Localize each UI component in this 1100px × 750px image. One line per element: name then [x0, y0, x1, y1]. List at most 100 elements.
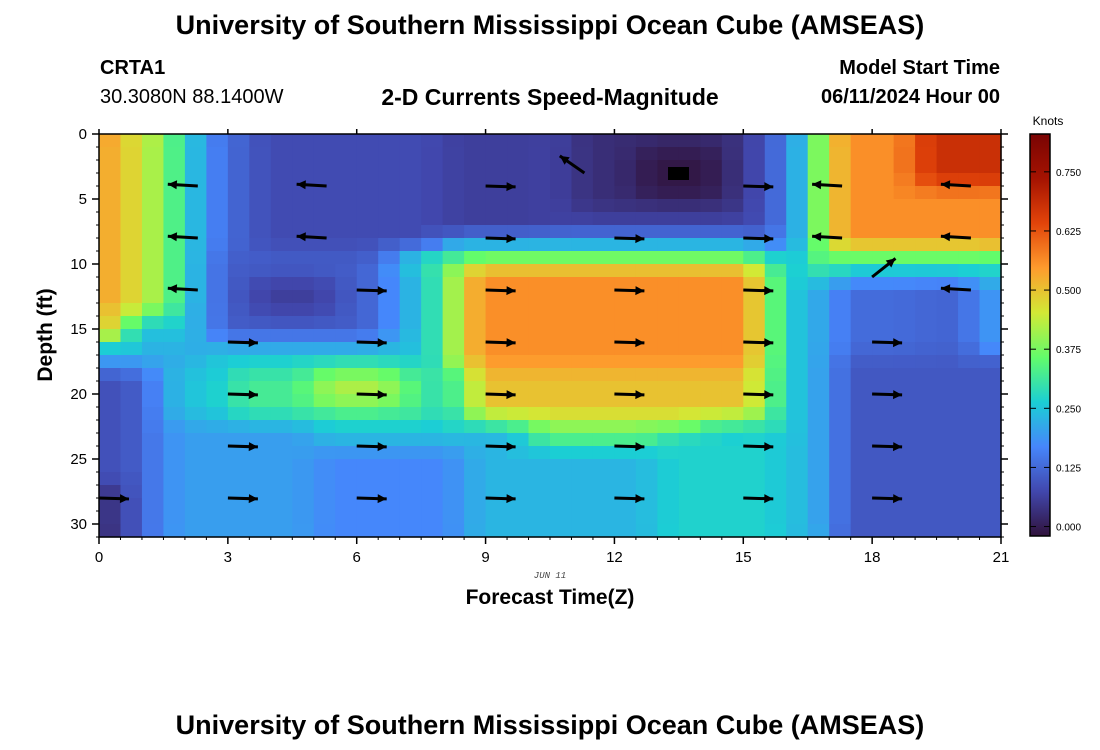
heatmap-cell	[550, 433, 573, 447]
heatmap-cell	[141, 420, 165, 434]
heatmap-cell	[249, 355, 272, 369]
heatmap-cell	[550, 212, 573, 226]
arrow-head	[635, 338, 645, 348]
arrow-head	[377, 494, 387, 504]
colorbar-ticks: 0.000 0.125 0.250 0.375 0.500 0.625 0.750	[1030, 168, 1081, 534]
heatmap-cell	[528, 225, 551, 239]
arrow-head	[940, 232, 951, 242]
heatmap-cell	[141, 316, 165, 330]
heatmap-cell	[464, 355, 487, 369]
heatmap-cell	[743, 446, 766, 460]
current-arrow	[871, 257, 897, 279]
heatmap-cell	[721, 290, 744, 304]
heatmap-cell	[163, 134, 186, 148]
heatmap-cell	[507, 199, 530, 213]
heatmap-cell	[313, 238, 336, 252]
heatmap-cell	[678, 498, 701, 512]
heatmap-cell	[678, 355, 701, 369]
heatmap-cell	[764, 394, 787, 408]
heatmap-cell	[614, 407, 637, 421]
heatmap-cell	[421, 316, 444, 330]
heatmap-cell	[528, 524, 551, 538]
heatmap-cell	[464, 329, 487, 343]
heatmap-cell	[979, 485, 1002, 499]
heatmap-cell	[227, 368, 250, 382]
heatmap-cell	[399, 212, 422, 226]
heatmap-cell	[958, 420, 981, 434]
heatmap-cell	[829, 524, 852, 538]
heatmap-cell	[120, 485, 143, 499]
heatmap-cell	[99, 290, 122, 304]
current-arrow	[98, 494, 130, 504]
heatmap-cell	[442, 407, 465, 421]
heatmap-cell	[936, 186, 959, 200]
heatmap-cell	[335, 303, 358, 317]
heatmap-cell	[614, 446, 637, 460]
heatmap-cell	[227, 303, 250, 317]
heatmap-cell	[356, 277, 379, 291]
heatmap-cell	[872, 277, 895, 291]
heatmap-cell	[893, 277, 916, 291]
heatmap-cell	[592, 342, 616, 356]
heatmap-cell	[292, 186, 315, 200]
current-arrow	[743, 390, 774, 400]
heatmap-cell	[464, 394, 487, 408]
heatmap-cell	[614, 147, 637, 161]
heatmap-cell	[378, 264, 401, 278]
x-axis: 0 3 6 9 12 15 18 21	[95, 129, 1009, 566]
heatmap-cell	[335, 212, 358, 226]
current-arrow	[614, 286, 645, 296]
heatmap-cell	[249, 316, 272, 330]
heatmap-cell	[635, 524, 658, 538]
heatmap-cell	[507, 251, 530, 265]
heatmap-cell	[313, 186, 336, 200]
heatmap-cell	[571, 368, 594, 382]
heatmap-cell	[120, 394, 143, 408]
heatmap-cell	[270, 407, 293, 421]
heatmap-cell	[635, 173, 658, 187]
heatmap-cell	[700, 225, 723, 239]
heatmap-cell	[872, 459, 895, 473]
heatmap-cell	[335, 433, 358, 447]
heatmap-cell	[936, 303, 959, 317]
heatmap-cell	[592, 485, 616, 499]
heatmap-cell	[120, 303, 143, 317]
heatmap-cell	[657, 524, 680, 538]
heatmap-cell	[141, 381, 165, 395]
heatmap-cell	[850, 212, 873, 226]
heatmap-cell	[786, 199, 809, 213]
heatmap-cell	[936, 524, 959, 538]
heatmap-cell	[313, 277, 336, 291]
heatmap-cell	[700, 277, 723, 291]
heatmap-cell	[764, 407, 787, 421]
heatmap-cell	[141, 355, 165, 369]
heatmap-cell	[313, 160, 336, 174]
heatmap-cell	[807, 511, 830, 525]
heatmap-cell	[678, 277, 701, 291]
heatmap-cell	[936, 238, 959, 252]
heatmap-cell	[399, 225, 422, 239]
heatmap-cell	[485, 277, 508, 291]
heatmap-cell	[764, 290, 787, 304]
heatmap-cell	[958, 199, 981, 213]
heatmap-cell	[807, 472, 830, 486]
heatmap-cell	[184, 472, 207, 486]
heatmap-cell	[571, 420, 594, 434]
heatmap-cell	[313, 342, 336, 356]
heatmap-cell	[356, 459, 379, 473]
heatmap-cell	[184, 355, 207, 369]
current-arrow	[872, 338, 903, 348]
heatmap-cell	[721, 134, 744, 148]
heatmap-cell	[979, 511, 1002, 525]
heatmap-cell	[700, 290, 723, 304]
heatmap-cell	[206, 524, 229, 538]
heatmap-cell	[786, 173, 809, 187]
heatmap-cell	[399, 264, 422, 278]
heatmap-cell	[678, 303, 701, 317]
heatmap-cell	[915, 212, 938, 226]
heatmap-cell	[99, 277, 122, 291]
heatmap-cell	[635, 238, 658, 252]
heatmap-cell	[528, 212, 551, 226]
heatmap-cell	[99, 186, 122, 200]
heatmap-cell	[99, 524, 122, 538]
